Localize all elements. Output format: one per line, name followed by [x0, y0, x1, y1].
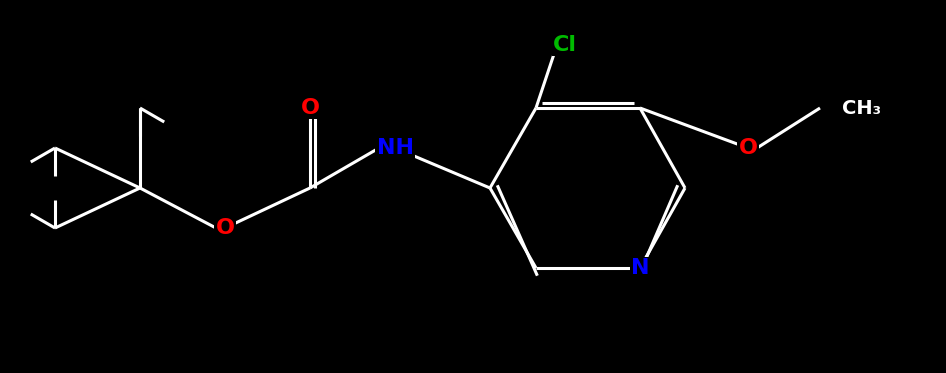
Text: CH₃: CH₃	[842, 98, 881, 117]
Text: N: N	[631, 258, 649, 278]
Text: O: O	[301, 98, 320, 118]
Text: O: O	[216, 218, 235, 238]
Text: Cl: Cl	[553, 35, 577, 55]
Text: NH: NH	[377, 138, 413, 158]
Text: O: O	[739, 138, 758, 158]
